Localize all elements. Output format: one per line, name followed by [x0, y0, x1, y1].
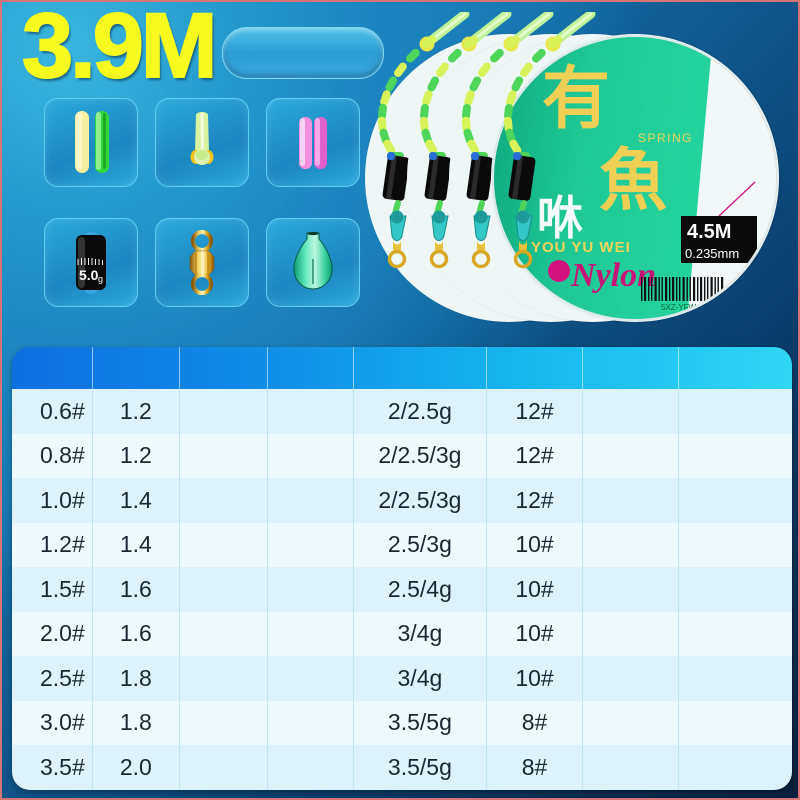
svg-text:g: g — [98, 274, 103, 284]
svg-text:5.0: 5.0 — [79, 267, 99, 283]
svg-text:5XZ-YFW-22-06: 5XZ-YFW-22-06 — [661, 303, 720, 312]
svg-text:4.5M: 4.5M — [687, 221, 731, 243]
svg-text:魚: 魚 — [599, 143, 667, 219]
svg-text:SPRING: SPRING — [638, 131, 693, 145]
svg-text:咻: 咻 — [537, 193, 583, 244]
svg-text:有: 有 — [542, 61, 610, 137]
svg-text:Nylon: Nylon — [570, 257, 656, 294]
svg-text:YOU YU WEI: YOU YU WEI — [531, 239, 631, 256]
svg-text:0.235mm: 0.235mm — [685, 246, 739, 261]
